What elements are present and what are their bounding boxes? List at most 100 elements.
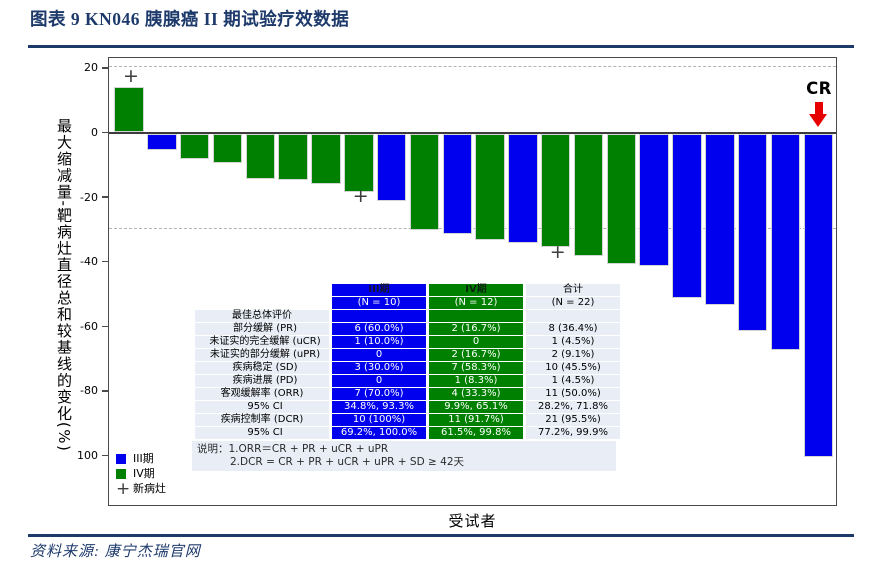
bar-subject-7 [311, 133, 341, 184]
source-note: 资料来源: 康宁杰瑞官网 [30, 544, 201, 560]
table-cell: 34.8%, 93.3% [332, 401, 426, 413]
table-cell: 1 (8.3%) [429, 375, 523, 387]
page-title: 图表 9 KN046 胰腺癌 II 期试验疗效数据 [30, 9, 350, 29]
table-cell: 0 [429, 336, 523, 348]
new-lesion-marker: + [352, 184, 369, 207]
n-total: (N = 22) [526, 297, 620, 309]
y-tick-label: -40 [80, 255, 98, 269]
y-tick-mark [101, 325, 108, 328]
bar-subject-6 [278, 133, 308, 181]
table-cell: 69.2%, 100.0% [332, 427, 426, 439]
n-spacer [195, 297, 329, 309]
table-cell: 部分缓解 (PR) [195, 323, 329, 335]
header-phase3: III期 [332, 284, 426, 296]
table-row: 疾病控制率 (DCR) 10 (100%) 11 (91.7%) 21 (95.5%) [195, 414, 620, 426]
bar-subject-13 [508, 133, 538, 244]
bar-subject-21 [770, 133, 801, 350]
table-cell: 21 (95.5%) [526, 414, 620, 426]
table-notes: 说明：1.ORR＝CR + PR + uCR + uPR 2.DCR = CR … [192, 441, 616, 471]
results-table: III期 IV期 合计 (N = 10) (N = 12) (N = 22) 最… [192, 283, 623, 471]
legend-item-phase4: IV期 [116, 468, 166, 480]
bar-subject-14 [540, 133, 571, 247]
results-table-body: 最佳总体评价 部分缓解 (PR) 6 (60.0%) 2 (16.7%) 8 (36.4… [195, 310, 620, 439]
table-cell: 客观缓解率 (ORR) [195, 388, 329, 400]
table-cell: 3 (30.0%) [332, 362, 426, 374]
bar-subject-10 [409, 133, 440, 231]
table-cell: 7 (70.0%) [332, 388, 426, 400]
bar-subject-15 [573, 133, 604, 257]
table-cell: 未证实的完全缓解 (uCR) [195, 336, 329, 348]
phase3-swatch-icon [116, 454, 126, 464]
y-tick-mark [101, 131, 108, 134]
n-phase4: (N = 12) [429, 297, 523, 309]
table-cell: 7 (58.3%) [429, 362, 523, 374]
table-row: 客观缓解率 (ORR) 7 (70.0%) 4 (33.3%) 11 (50.0%) [195, 388, 620, 400]
table-row: 95% CI 34.8%, 93.3% 9.9%, 65.1% 28.2%, 71.8… [195, 401, 620, 413]
table-cell: 2 (16.7%) [429, 349, 523, 361]
table-cell: 95% CI [195, 401, 329, 413]
legend-item-phase3: III期 [116, 453, 166, 465]
y-tick-mark [101, 196, 108, 198]
table-cell: 最佳总体评价 [195, 310, 329, 322]
header-phase4: IV期 [429, 284, 523, 296]
table-row: 95% CI 69.2%, 100.0% 61.5%, 99.8% 77.2%, 99… [195, 427, 620, 439]
bar-subject-3 [179, 133, 210, 160]
legend: III期 IV期 + 新病灶 [116, 453, 166, 498]
new-lesion-marker: + [122, 65, 139, 88]
table-cell: 0 [332, 349, 426, 361]
legend-label-phase3: III期 [133, 452, 154, 465]
table-cell: 95% CI [195, 427, 329, 439]
table-cell: 1 (10.0%) [332, 336, 426, 348]
y-axis-title: 最大缩减量-靶病灶直径总和较基线的变化(%) [55, 117, 73, 453]
table-cell: 10 (100%) [332, 414, 426, 426]
y-tick-mark [101, 454, 108, 457]
bar-subject-1 [114, 86, 144, 132]
table-cell: 疾病控制率 (DCR) [195, 414, 329, 426]
cr-annotation-label: CR [806, 79, 832, 98]
table-row: 部分缓解 (PR) 6 (60.0%) 2 (16.7%) 8 (36.4%) [195, 323, 620, 335]
bar-subject-11 [442, 133, 472, 234]
table-cell [526, 310, 620, 322]
table-cell: 11 (50.0%) [526, 388, 620, 400]
header-spacer [195, 284, 329, 296]
bar-subject-4 [212, 133, 243, 163]
bar-subject-8 [344, 133, 374, 192]
table-cell: 6 (60.0%) [332, 323, 426, 335]
note-line-2: 2.DCR = CR + PR + uCR + uPR + SD ≥ 42天 [230, 455, 464, 468]
table-cell: 8 (36.4%) [526, 323, 620, 335]
zero-axis-line [109, 132, 836, 134]
reference-line--30 [109, 227, 836, 229]
cr-arrow-head [809, 114, 827, 127]
legend-label-phase4: IV期 [133, 467, 155, 480]
legend-item-new-lesion: + 新病灶 [116, 481, 166, 498]
bottom-rule [28, 534, 854, 537]
y-tick-label: 100 [77, 449, 98, 462]
y-tick-label: -60 [80, 319, 98, 333]
table-n-row: (N = 10) (N = 12) (N = 22) [195, 297, 620, 309]
n-phase3: (N = 10) [332, 297, 426, 309]
bar-subject-2 [147, 133, 177, 150]
table-row: 未证实的完全缓解 (uCR) 1 (10.0%) 0 1 (4.5%) [195, 336, 620, 348]
table-cell [332, 310, 426, 322]
bar-subject-9 [376, 133, 407, 202]
bar-subject-16 [606, 133, 637, 265]
reference-line-20 [109, 66, 836, 68]
note-line-1: 说明：1.ORR＝CR + PR + uCR + uPR [197, 443, 389, 455]
y-tick-label: -20 [80, 190, 98, 204]
bar-subject-20 [737, 133, 768, 331]
bar-subject-19 [705, 133, 735, 305]
header-total: 合计 [526, 284, 620, 296]
table-header-row: III期 IV期 合计 [195, 284, 620, 296]
y-tick-mark [101, 390, 108, 392]
table-cell: 11 (91.7%) [429, 414, 523, 426]
table-row: 未证实的部分缓解 (uPR) 0 2 (16.7%) 2 (9.1%) [195, 349, 620, 361]
table-cell [429, 310, 523, 322]
plot-area: CR III期 IV期 合计 (N = 10) (N = 1 [108, 57, 837, 506]
x-axis-title: 受试者 [448, 512, 497, 530]
y-tick-mark [101, 260, 108, 263]
y-tick-label: 20 [84, 61, 98, 75]
bar-subject-17 [639, 133, 669, 266]
table-row: 最佳总体评价 [195, 310, 620, 322]
table-cell: 28.2%, 71.8% [526, 401, 620, 413]
new-lesion-marker: + [549, 241, 566, 264]
